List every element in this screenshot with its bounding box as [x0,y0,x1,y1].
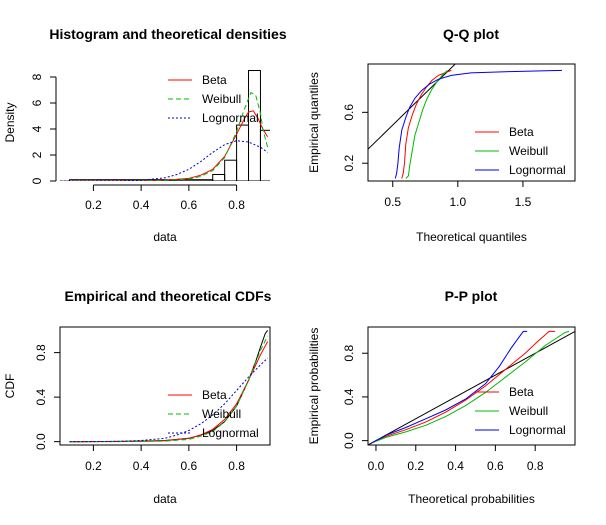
x-tick-label: 0.2 [407,459,424,473]
y-tick-label: 0.8 [342,345,356,362]
legend-label-weibull: Weibull [202,92,241,106]
series-line-lognormal [60,140,268,181]
y-tick-label: 2 [30,151,44,158]
y-tick-label: 6 [30,99,44,106]
x-tick-label: 0.6 [181,459,198,473]
x-tick-label: 0.0 [368,459,385,473]
x-axis-label: Theoretical quantiles [416,230,527,244]
plot-frame [367,326,576,446]
y-axis-label: Empirical quantiles [307,72,321,173]
series-line-weibull [405,70,448,179]
series-line-beta [69,341,269,443]
series-line-lognormal [394,69,563,179]
x-tick-label: 0.5 [384,195,401,209]
legend-label-lognormal: Lognormal [509,423,566,437]
series-line-beta [371,330,556,444]
series-line-weibull [371,330,570,444]
x-tick-label: 0.4 [133,459,150,473]
legend-label-weibull: Weibull [202,407,241,421]
x-tick-label: 0.2 [85,198,102,212]
legend-label-beta: Beta [202,73,227,87]
legend-label-weibull: Weibull [509,144,548,158]
chart-title: Histogram and theoretical densities [49,26,286,42]
series-line-lognormal [371,330,528,444]
y-tick-label: 0.6 [342,104,356,121]
y-tick-label: 0.4 [34,388,48,405]
y-tick-label: 0.0 [342,432,356,449]
y-tick-label: 4 [30,125,44,132]
y-axis-label: Empirical probabilities [307,328,321,445]
y-tick-label: 8 [30,73,44,80]
y-tick-label: 0.2 [342,155,356,172]
x-tick-label: 0.8 [228,198,245,212]
x-axis-label: Theoretical probabilities [408,492,535,506]
y-tick-label: 0.0 [34,433,48,450]
legend-label-lognormal: Lognormal [202,426,259,440]
legend-label-lognormal: Lognormal [202,111,259,125]
y-tick-label: 0 [30,177,44,184]
histogram-bar [212,174,226,181]
y-axis-label: CDF [3,374,17,399]
x-tick-label: 0.2 [85,459,102,473]
series-line-weibull [60,91,269,181]
legend-label-beta: Beta [202,388,227,402]
histogram-bar [224,159,238,181]
series-line-weibull [69,335,269,443]
x-tick-label: 1.5 [515,195,532,209]
series-line-lognormal [69,357,268,443]
legend-label-weibull: Weibull [509,404,548,418]
plot-frame [59,326,271,446]
plot-frame [367,63,576,182]
empirical-cdf-line [69,330,269,443]
x-tick-label: 0.6 [487,459,504,473]
legend-label-lognormal: Lognormal [509,163,566,177]
y-tick-label: 0.8 [34,344,48,361]
x-tick-label: 0.8 [228,459,245,473]
x-tick-label: 0.4 [447,459,464,473]
x-tick-label: 1.0 [449,195,466,209]
y-tick-label: 0.4 [342,388,356,405]
x-axis-label: data [153,492,177,506]
reference-line [368,330,575,445]
legend-label-beta: Beta [509,385,534,399]
chart-title: Q-Q plot [443,26,499,42]
histogram-bar [236,124,250,181]
histogram-bar [259,129,270,181]
series-line-beta [401,69,452,179]
chart-title: Empirical and theoretical CDFs [65,288,272,304]
reference-line [368,64,456,150]
histogram-bar [248,70,261,181]
x-tick-label: 0.4 [133,198,150,212]
x-axis-label: data [153,230,177,244]
x-tick-label: 0.6 [181,198,198,212]
x-tick-label: 0.8 [527,459,544,473]
legend-label-beta: Beta [509,125,534,139]
chart-title: P-P plot [445,288,498,304]
y-axis-label: Density [3,102,17,142]
